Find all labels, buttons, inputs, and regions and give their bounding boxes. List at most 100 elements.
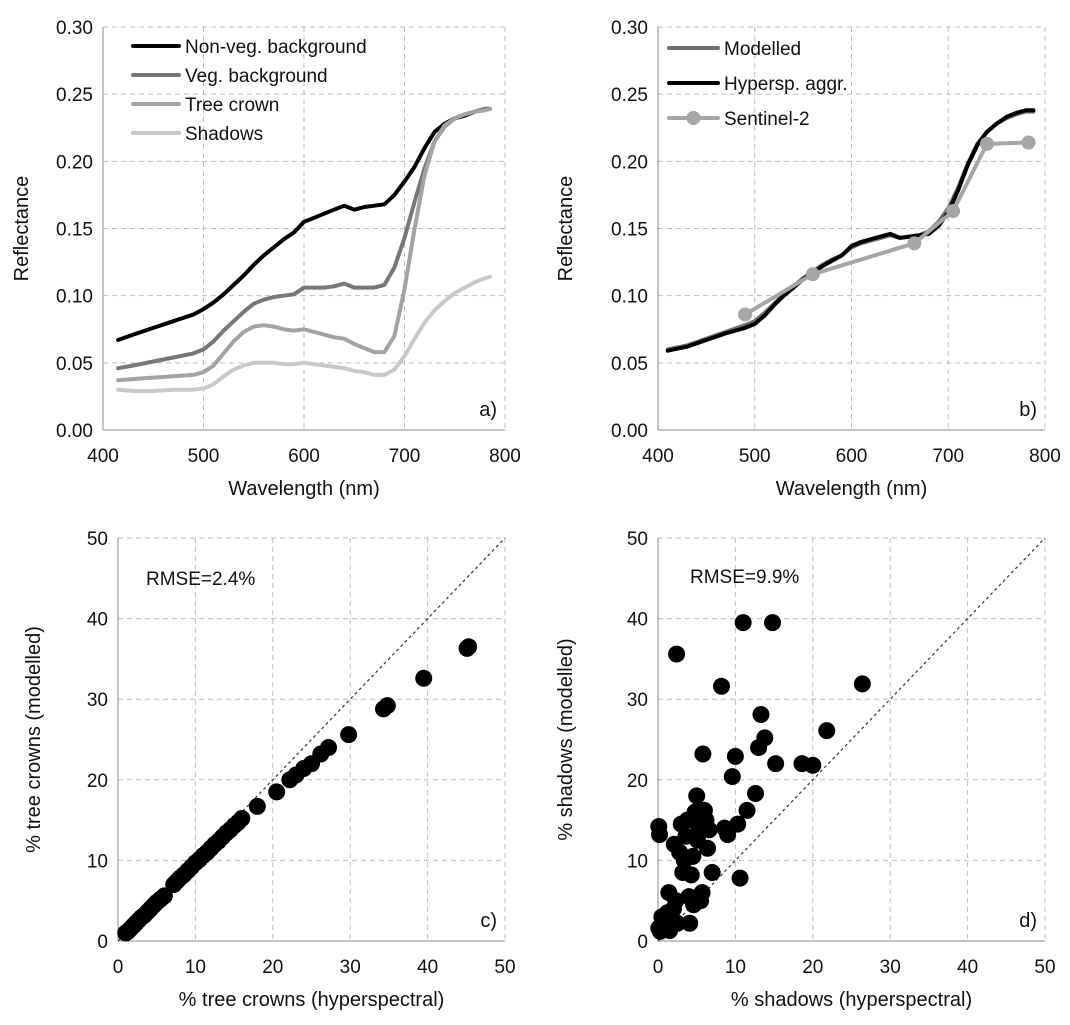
data-point	[818, 722, 836, 740]
y-tick-label: 30	[87, 690, 108, 711]
data-point	[979, 136, 994, 151]
y-axis-label: Reflectance	[555, 176, 577, 282]
x-tick-label: 30	[880, 957, 901, 978]
data-point	[693, 884, 711, 902]
x-axis-label: Wavelength (nm)	[776, 478, 928, 500]
data-point	[268, 783, 286, 801]
x-tick-label: 0	[653, 957, 664, 978]
panel-c-tree-crowns-scatter: 0 10 20 30 40 50 0 10 20 30 40 50 RMSE=2.4% % tree …	[23, 529, 516, 1011]
one-to-one-line	[657, 537, 1046, 942]
x-axis-label: Wavelength (nm)	[228, 478, 380, 500]
y-tick-label: 0.25	[611, 85, 648, 106]
data-point	[684, 847, 702, 865]
y-tick-label: 10	[627, 851, 648, 872]
legend-entry: Veg. background	[185, 66, 328, 87]
y-tick-label: 20	[87, 771, 108, 792]
data-point	[248, 797, 266, 815]
y-tick-label: 10	[87, 851, 108, 872]
x-tick-label: 40	[957, 957, 978, 978]
data-point	[703, 863, 721, 881]
data-point	[738, 307, 753, 322]
legend-entry: Non-veg. background	[185, 37, 367, 58]
panel-label: a)	[479, 399, 497, 421]
y-tick-label: 0.30	[56, 18, 93, 39]
x-axis-label: % shadows (hyperspectral)	[731, 989, 972, 1011]
data-point	[682, 866, 700, 884]
data-point	[700, 821, 718, 839]
data-point	[731, 869, 749, 887]
data-point	[460, 638, 478, 656]
data-point	[155, 887, 173, 905]
data-point	[719, 826, 737, 844]
x-tick-label: 800	[489, 446, 521, 467]
y-tick-label: 40	[627, 610, 648, 631]
data-point	[805, 267, 820, 282]
data-point	[320, 739, 338, 757]
x-tick-label: 400	[642, 446, 674, 467]
x-tick-label: 20	[802, 957, 823, 978]
legend-entry: Modelled	[724, 39, 801, 60]
data-point	[726, 747, 744, 765]
series-line-shadows	[116, 274, 492, 393]
data-point	[946, 204, 961, 219]
data-point	[767, 755, 785, 773]
y-tick-label: 0.15	[611, 220, 648, 241]
data-point	[747, 785, 765, 803]
legend-entry: Hypersp. aggr.	[724, 74, 848, 95]
data-point	[233, 809, 251, 827]
rmse-annotation: RMSE=9.9%	[690, 567, 799, 588]
x-tick-label: 50	[494, 957, 515, 978]
data-point	[738, 801, 756, 819]
x-tick-label: 50	[1034, 957, 1055, 978]
data-point	[668, 645, 686, 663]
data-point	[853, 675, 871, 693]
data-point	[734, 614, 752, 632]
data-point	[752, 706, 770, 724]
y-tick-label: 0.00	[611, 421, 648, 442]
data-point	[688, 787, 706, 805]
series-line-tree-crown	[116, 106, 492, 383]
x-tick-label: 600	[836, 446, 868, 467]
x-tick-label: 500	[739, 446, 771, 467]
data-point	[694, 745, 712, 763]
y-axis-label: % shadows (modelled)	[555, 638, 577, 840]
series-line-non-veg-background	[116, 106, 492, 342]
y-tick-label: 40	[87, 610, 108, 631]
data-point	[667, 892, 685, 910]
y-tick-label: 0.10	[56, 287, 93, 308]
panel-label: c)	[480, 910, 497, 932]
x-axis-label: % tree crowns (hyperspectral)	[179, 989, 445, 1011]
y-tick-label: 0.20	[611, 152, 648, 173]
y-tick-label: 0.15	[56, 220, 93, 241]
data-point	[651, 826, 669, 844]
x-tick-label: 500	[188, 446, 220, 467]
x-tick-label: 600	[288, 446, 320, 467]
data-point	[681, 914, 699, 932]
x-tick-label: 0	[113, 957, 124, 978]
y-tick-label: 50	[87, 529, 108, 550]
data-point	[663, 911, 681, 929]
y-tick-label: 0.25	[56, 85, 93, 106]
y-tick-label: 0	[637, 932, 648, 953]
data-point	[804, 756, 822, 774]
panel-b-modelled-vs-hyperspectral: 0.00 0.05 0.10 0.15 0.20 0.25 0.30 400 500 600 700…	[555, 18, 1061, 500]
legend-entry: Shadows	[185, 124, 263, 145]
x-tick-label: 400	[87, 446, 119, 467]
y-axis-label: Reflectance	[11, 176, 33, 282]
panel-d-shadows-scatter: 0 10 20 30 40 50 0 10 20 30 40 50 RMSE=9.9% % shado…	[555, 529, 1056, 1011]
y-tick-label: 0.10	[611, 287, 648, 308]
data-point	[712, 677, 730, 695]
y-tick-label: 50	[627, 529, 648, 550]
data-point	[699, 839, 717, 857]
x-tick-label: 20	[262, 957, 283, 978]
y-tick-label: 30	[627, 690, 648, 711]
x-tick-label: 10	[725, 957, 746, 978]
data-point	[650, 919, 668, 937]
legend-entry: Tree crown	[185, 95, 279, 116]
data-point	[907, 236, 922, 251]
x-tick-label: 700	[932, 446, 964, 467]
rmse-annotation: RMSE=2.4%	[146, 569, 255, 590]
y-tick-label: 20	[627, 771, 648, 792]
data-point	[756, 729, 774, 747]
